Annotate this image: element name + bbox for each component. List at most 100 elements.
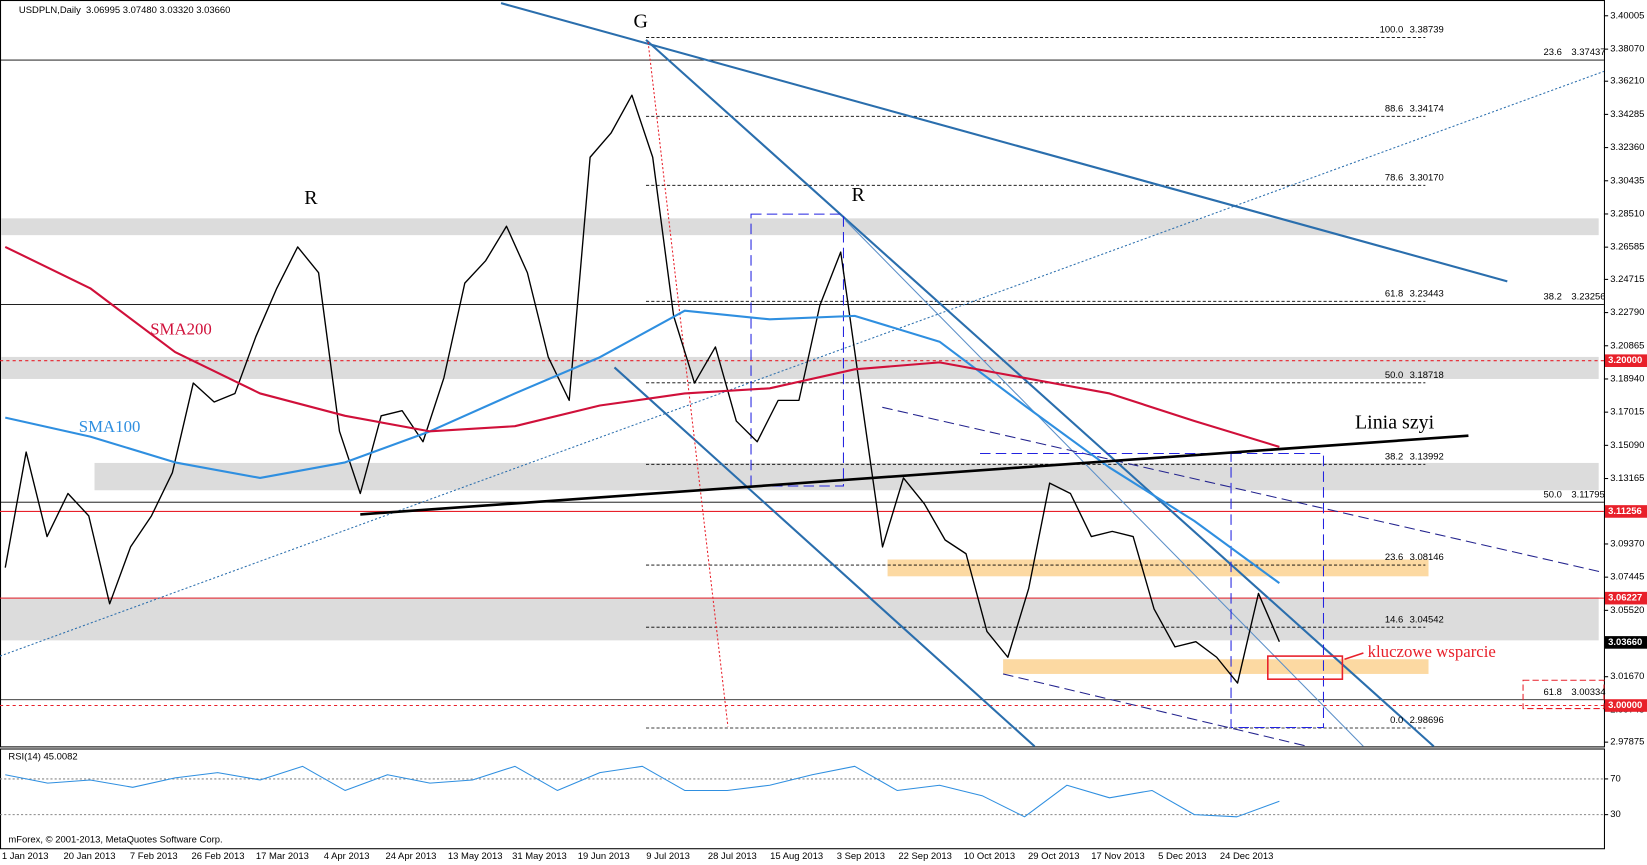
x-tick-label: 3 Sep 2013 (837, 851, 885, 862)
x-tick-label: 15 Aug 2013 (770, 851, 823, 862)
support-box (1267, 655, 1344, 680)
fib-price: 3.04542 (1410, 614, 1444, 625)
y-tick-label: 3.22790 (1610, 307, 1644, 318)
support-arrow (1344, 652, 1364, 660)
price-marker-bg (1604, 354, 1647, 367)
y-tick-label: 3.38070 (1610, 44, 1644, 55)
support-zone (94, 462, 1599, 491)
price-line (4, 94, 1280, 684)
trend-line (0, 70, 1605, 657)
price-marker-label: 3.06227 (1608, 593, 1642, 604)
fib-price: 2.98696 (1410, 715, 1444, 726)
fib-price: 3.13992 (1410, 451, 1444, 462)
fib-level: 23.6 (1544, 47, 1562, 58)
x-tick-label: 24 Apr 2013 (385, 851, 436, 862)
y-tick-label: 3.09370 (1610, 538, 1644, 549)
footer: mForex, © 2001-2013, MetaQuotes Software… (8, 834, 222, 845)
x-tick-label: 1 Jan 2013 (2, 851, 49, 862)
fib-level: 61.8 (1385, 288, 1403, 299)
y-tick-label: 3.26585 (1610, 242, 1644, 253)
y-tick-label: 3.32360 (1610, 142, 1644, 153)
y-tick-label: 3.28510 (1610, 208, 1644, 219)
trend-line (845, 220, 1364, 747)
y-tick-label: 30 (1610, 809, 1621, 820)
x-tick-label: 28 Jul 2013 (708, 851, 757, 862)
fib-level: 38.2 (1544, 292, 1562, 303)
rsi-title: RSI(14) 45.0082 (8, 751, 77, 762)
fib-level: 88.6 (1385, 103, 1403, 114)
fib-price: 3.08146 (1410, 552, 1444, 563)
projection-line (647, 41, 729, 727)
fib-level: 78.6 (1385, 172, 1403, 183)
x-tick-label: 24 Dec 2013 (1220, 851, 1274, 862)
fib-price: 3.38739 (1410, 25, 1444, 36)
neckline (360, 434, 1469, 516)
price-marker-label: 3.11256 (1608, 506, 1642, 517)
trend-line (645, 39, 1435, 748)
y-tick-label: 3.30435 (1610, 175, 1644, 186)
series-label: SMA100 (79, 417, 141, 436)
price-marker-label: 3.20000 (1608, 355, 1642, 366)
x-tick-label: 5 Dec 2013 (1158, 851, 1206, 862)
trend-line (500, 2, 1508, 283)
channel-line (1002, 673, 1308, 747)
target-box (1522, 679, 1605, 710)
price-marker-bg (1604, 505, 1647, 518)
x-tick-label: 31 May 2013 (512, 851, 567, 862)
price-marker-bg (1604, 636, 1647, 649)
price-marker-bg (1604, 699, 1647, 712)
support-zone (1, 597, 1599, 641)
price-marker-label: 3.03660 (1608, 637, 1642, 648)
pattern-box (1230, 452, 1325, 729)
fib-zone (887, 559, 1429, 577)
pattern-box (750, 213, 844, 487)
fib-level: 50.0 (1385, 370, 1403, 381)
x-tick-label: 26 Feb 2013 (192, 851, 245, 862)
y-tick-label: 3.18940 (1610, 373, 1644, 384)
series (4, 94, 1280, 684)
fib-level: 61.8 (1544, 687, 1562, 698)
fib-zone (1003, 659, 1429, 674)
fib-level: 23.6 (1385, 552, 1403, 563)
annotation: Linia szyi (1355, 412, 1435, 434)
y-tick-label: 3.40005 (1610, 10, 1644, 21)
annotation: G (634, 11, 648, 33)
x-tick-label: 19 Jun 2013 (578, 851, 630, 862)
fib-price: 3.37437 (1571, 47, 1605, 58)
series-label: SMA200 (150, 320, 212, 339)
y-tick-label: 3.20865 (1610, 340, 1644, 351)
channel-line (882, 406, 1602, 573)
fib-level: 100.0 (1380, 25, 1404, 36)
y-tick-label: 3.15090 (1610, 440, 1644, 451)
resistance-zone (1, 218, 1599, 236)
annotation: kluczowe wsparcie (1368, 642, 1496, 661)
price-marker-bg (1604, 591, 1647, 605)
y-tick-label: 3.17015 (1610, 407, 1644, 418)
y-tick-label: 3.07445 (1610, 572, 1644, 583)
x-tick-label: 4 Apr 2013 (324, 851, 370, 862)
x-tick-label: 9 Jul 2013 (646, 851, 690, 862)
fib-price: 3.23256 (1571, 292, 1605, 303)
moving-average (5, 309, 1280, 584)
x-tick-label: 29 Oct 2013 (1028, 851, 1079, 862)
y-tick-label: 3.05520 (1610, 605, 1644, 616)
x-tick-label: 17 Mar 2013 (256, 851, 309, 862)
fib-level: 0.0 (1390, 715, 1403, 726)
fib-price: 3.11795 (1571, 489, 1604, 500)
y-tick-label: 3.36210 (1610, 76, 1644, 87)
resistance-zone (1, 356, 1599, 379)
annotation: R (304, 187, 318, 209)
price-marker-label: 3.00000 (1608, 700, 1642, 711)
y-tick-label: 3.24715 (1610, 274, 1644, 285)
fib-price: 3.34174 (1410, 103, 1444, 114)
fib-level: 38.2 (1385, 451, 1403, 462)
y-tick-label: 70 (1610, 773, 1621, 784)
fib-price: 3.23443 (1410, 288, 1444, 299)
x-tick-label: 10 Oct 2013 (964, 851, 1015, 862)
fib-price: 3.30170 (1410, 172, 1444, 183)
annotation: R (852, 184, 866, 206)
x-tick-label: 17 Nov 2013 (1091, 851, 1145, 862)
y-tick-label: 3.13165 (1610, 473, 1644, 484)
